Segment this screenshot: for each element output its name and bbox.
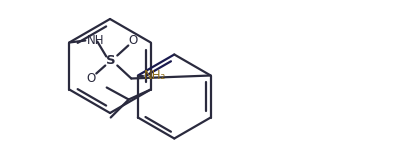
Text: NH: NH [87,34,104,47]
Text: NH₂: NH₂ [143,69,166,82]
Text: O: O [86,72,96,85]
Text: O: O [128,34,138,47]
Text: S: S [106,54,116,67]
